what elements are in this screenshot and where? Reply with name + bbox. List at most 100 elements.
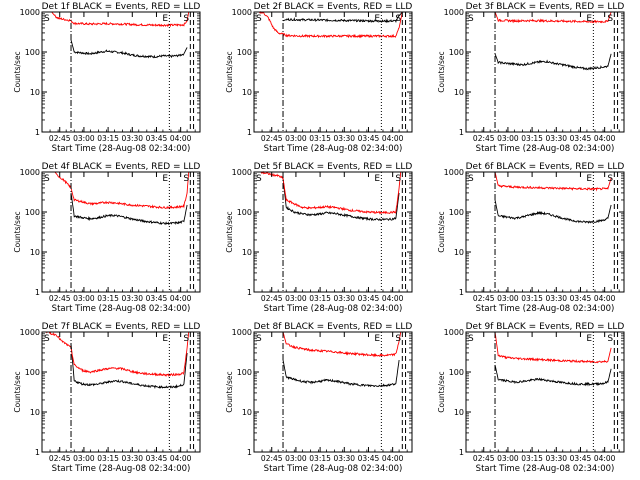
x-axis-label: Start Time (28-Aug-08 02:34:00) (476, 304, 615, 314)
panel-5: S E S 1 10 100 1000 02:45 03:00 03:15 03:30 03:45 04… (225, 162, 413, 314)
y-tick-label: 100 (449, 48, 464, 57)
y-tick-label: 100 (449, 208, 464, 217)
x-tick-label: 03:15 (521, 454, 543, 463)
x-axis-label: Start Time (28-Aug-08 02:34:00) (52, 464, 191, 474)
x-tick-label: 03:15 (97, 294, 119, 303)
y-tick-label: 1 (247, 448, 252, 457)
marker-label: S (468, 174, 474, 184)
marker-label: S (395, 174, 401, 184)
panel-4: S E S 1 10 100 1000 02:45 03:00 03:15 03:30 03:45 04… (13, 162, 201, 314)
series-line-lld (494, 11, 612, 24)
x-tick-label: 03:45 (146, 294, 168, 303)
y-tick-label: 1000 (20, 328, 40, 337)
x-tick-label: 03:15 (521, 134, 543, 143)
y-axis-label: Counts/sec (437, 371, 446, 412)
marker-label: S (468, 334, 474, 344)
series-line-lld (494, 171, 612, 192)
y-tick-label: 10 (242, 88, 252, 97)
y-tick-label: 10 (242, 248, 252, 257)
x-tick-label: 02:45 (49, 454, 71, 463)
plot-frame (465, 331, 625, 453)
x-axis-label: Start Time (28-Aug-08 02:34:00) (264, 144, 403, 154)
series-line-lld (254, 170, 402, 215)
marker-label: S (44, 174, 50, 184)
y-axis-label: Counts/sec (13, 51, 22, 92)
y-axis-label: Counts/sec (13, 371, 22, 412)
plot-frame (465, 11, 625, 133)
x-tick-label: 04:00 (594, 454, 616, 463)
marker-label: E (374, 334, 380, 344)
y-axis-label: Counts/sec (13, 211, 22, 252)
x-axis-label: Start Time (28-Aug-08 02:34:00) (476, 144, 615, 154)
x-tick-label: 03:00 (497, 134, 519, 143)
x-tick-label: 03:15 (309, 134, 331, 143)
x-tick-label: 03:15 (97, 454, 119, 463)
panel-2: S E S 1 10 100 1000 02:45 03:00 03:15 03:30 03:45 04… (225, 2, 413, 154)
y-tick-label: 10 (454, 88, 464, 97)
x-tick-label: 03:00 (73, 134, 95, 143)
x-tick-label: 03:30 (121, 294, 143, 303)
x-axis-label: Start Time (28-Aug-08 02:34:00) (264, 464, 403, 474)
marker-label: S (183, 334, 189, 344)
series-line-events (282, 359, 400, 388)
series-line-lld (254, 11, 403, 39)
plot-frame (253, 331, 413, 453)
panel-title: Det 4f BLACK = Events, RED = LLD (42, 162, 201, 172)
y-tick-label: 1 (247, 128, 252, 137)
x-tick-label: 02:45 (473, 134, 495, 143)
x-tick-label: 03:45 (146, 454, 168, 463)
x-tick-label: 03:15 (521, 294, 543, 303)
marker-label: S (44, 334, 50, 344)
marker-label: E (374, 14, 380, 24)
series-line-events (494, 199, 612, 224)
x-tick-label: 03:45 (358, 294, 380, 303)
y-tick-label: 10 (454, 408, 464, 417)
x-tick-label: 02:45 (49, 134, 71, 143)
panel-title: Det 2f BLACK = Events, RED = LLD (254, 2, 413, 12)
series-line-events (282, 11, 403, 24)
x-tick-label: 03:30 (333, 454, 355, 463)
y-tick-label: 100 (25, 208, 40, 217)
y-tick-label: 10 (242, 408, 252, 417)
x-tick-label: 03:30 (545, 134, 567, 143)
y-tick-label: 1000 (20, 8, 40, 17)
series-line-events (70, 192, 188, 226)
x-tick-label: 03:15 (97, 134, 119, 143)
plot-frame (41, 11, 201, 133)
x-tick-label: 03:00 (285, 134, 307, 143)
marker-label: S (395, 14, 401, 24)
y-axis-label: Counts/sec (437, 211, 446, 252)
x-axis-label: Start Time (28-Aug-08 02:34:00) (264, 304, 403, 314)
x-tick-label: 03:00 (73, 454, 95, 463)
x-tick-label: 03:30 (121, 454, 143, 463)
marker-label: S (256, 14, 262, 24)
y-tick-label: 100 (25, 48, 40, 57)
marker-label: E (374, 174, 380, 184)
series-line-events (494, 364, 612, 387)
marker-label: E (162, 174, 168, 184)
x-tick-label: 03:00 (73, 294, 95, 303)
panel-title: Det 5f BLACK = Events, RED = LLD (254, 162, 413, 172)
y-tick-label: 1 (459, 448, 464, 457)
marker-label: S (607, 14, 613, 24)
panel-3: S E S 1 10 100 1000 02:45 03:00 03:15 03:30 03:45 04… (437, 2, 625, 154)
x-tick-label: 04:00 (382, 294, 404, 303)
y-tick-label: 1 (459, 128, 464, 137)
panel-title: Det 3f BLACK = Events, RED = LLD (466, 2, 625, 12)
y-tick-label: 100 (449, 368, 464, 377)
y-tick-label: 100 (237, 208, 252, 217)
marker-label: E (586, 174, 592, 184)
x-axis-label: Start Time (28-Aug-08 02:34:00) (52, 304, 191, 314)
panel-7: S E S 1 10 100 1000 02:45 03:00 03:15 03:30 03:45 04… (13, 322, 201, 474)
panel-title: Det 8f BLACK = Events, RED = LLD (254, 322, 413, 332)
marker-label: S (607, 174, 613, 184)
x-tick-label: 03:00 (497, 294, 519, 303)
panel-8: S E S 1 10 100 1000 02:45 03:00 03:15 03:30 03:45 04… (225, 322, 413, 474)
x-tick-label: 02:45 (261, 134, 283, 143)
y-tick-label: 1000 (232, 328, 252, 337)
x-tick-label: 04:00 (170, 454, 192, 463)
x-tick-label: 03:15 (309, 294, 331, 303)
marker-label: S (44, 14, 50, 24)
x-tick-label: 03:15 (309, 454, 331, 463)
